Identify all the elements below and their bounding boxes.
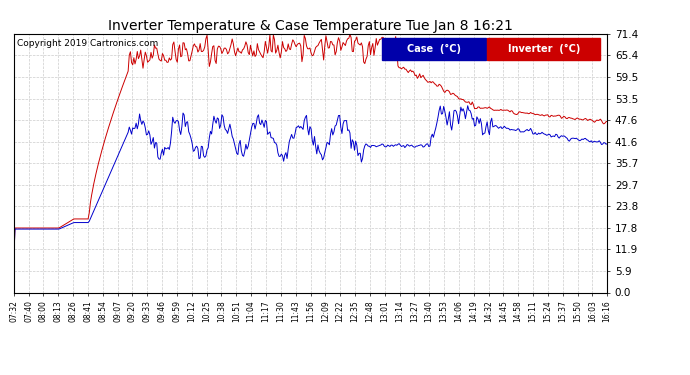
Text: Inverter  (°C): Inverter (°C) — [508, 44, 580, 54]
Title: Inverter Temperature & Case Temperature Tue Jan 8 16:21: Inverter Temperature & Case Temperature … — [108, 19, 513, 33]
Text: Case  (°C): Case (°C) — [407, 44, 461, 54]
FancyBboxPatch shape — [487, 38, 600, 60]
FancyBboxPatch shape — [382, 38, 486, 60]
Text: Copyright 2019 Cartronics.com: Copyright 2019 Cartronics.com — [17, 39, 158, 48]
